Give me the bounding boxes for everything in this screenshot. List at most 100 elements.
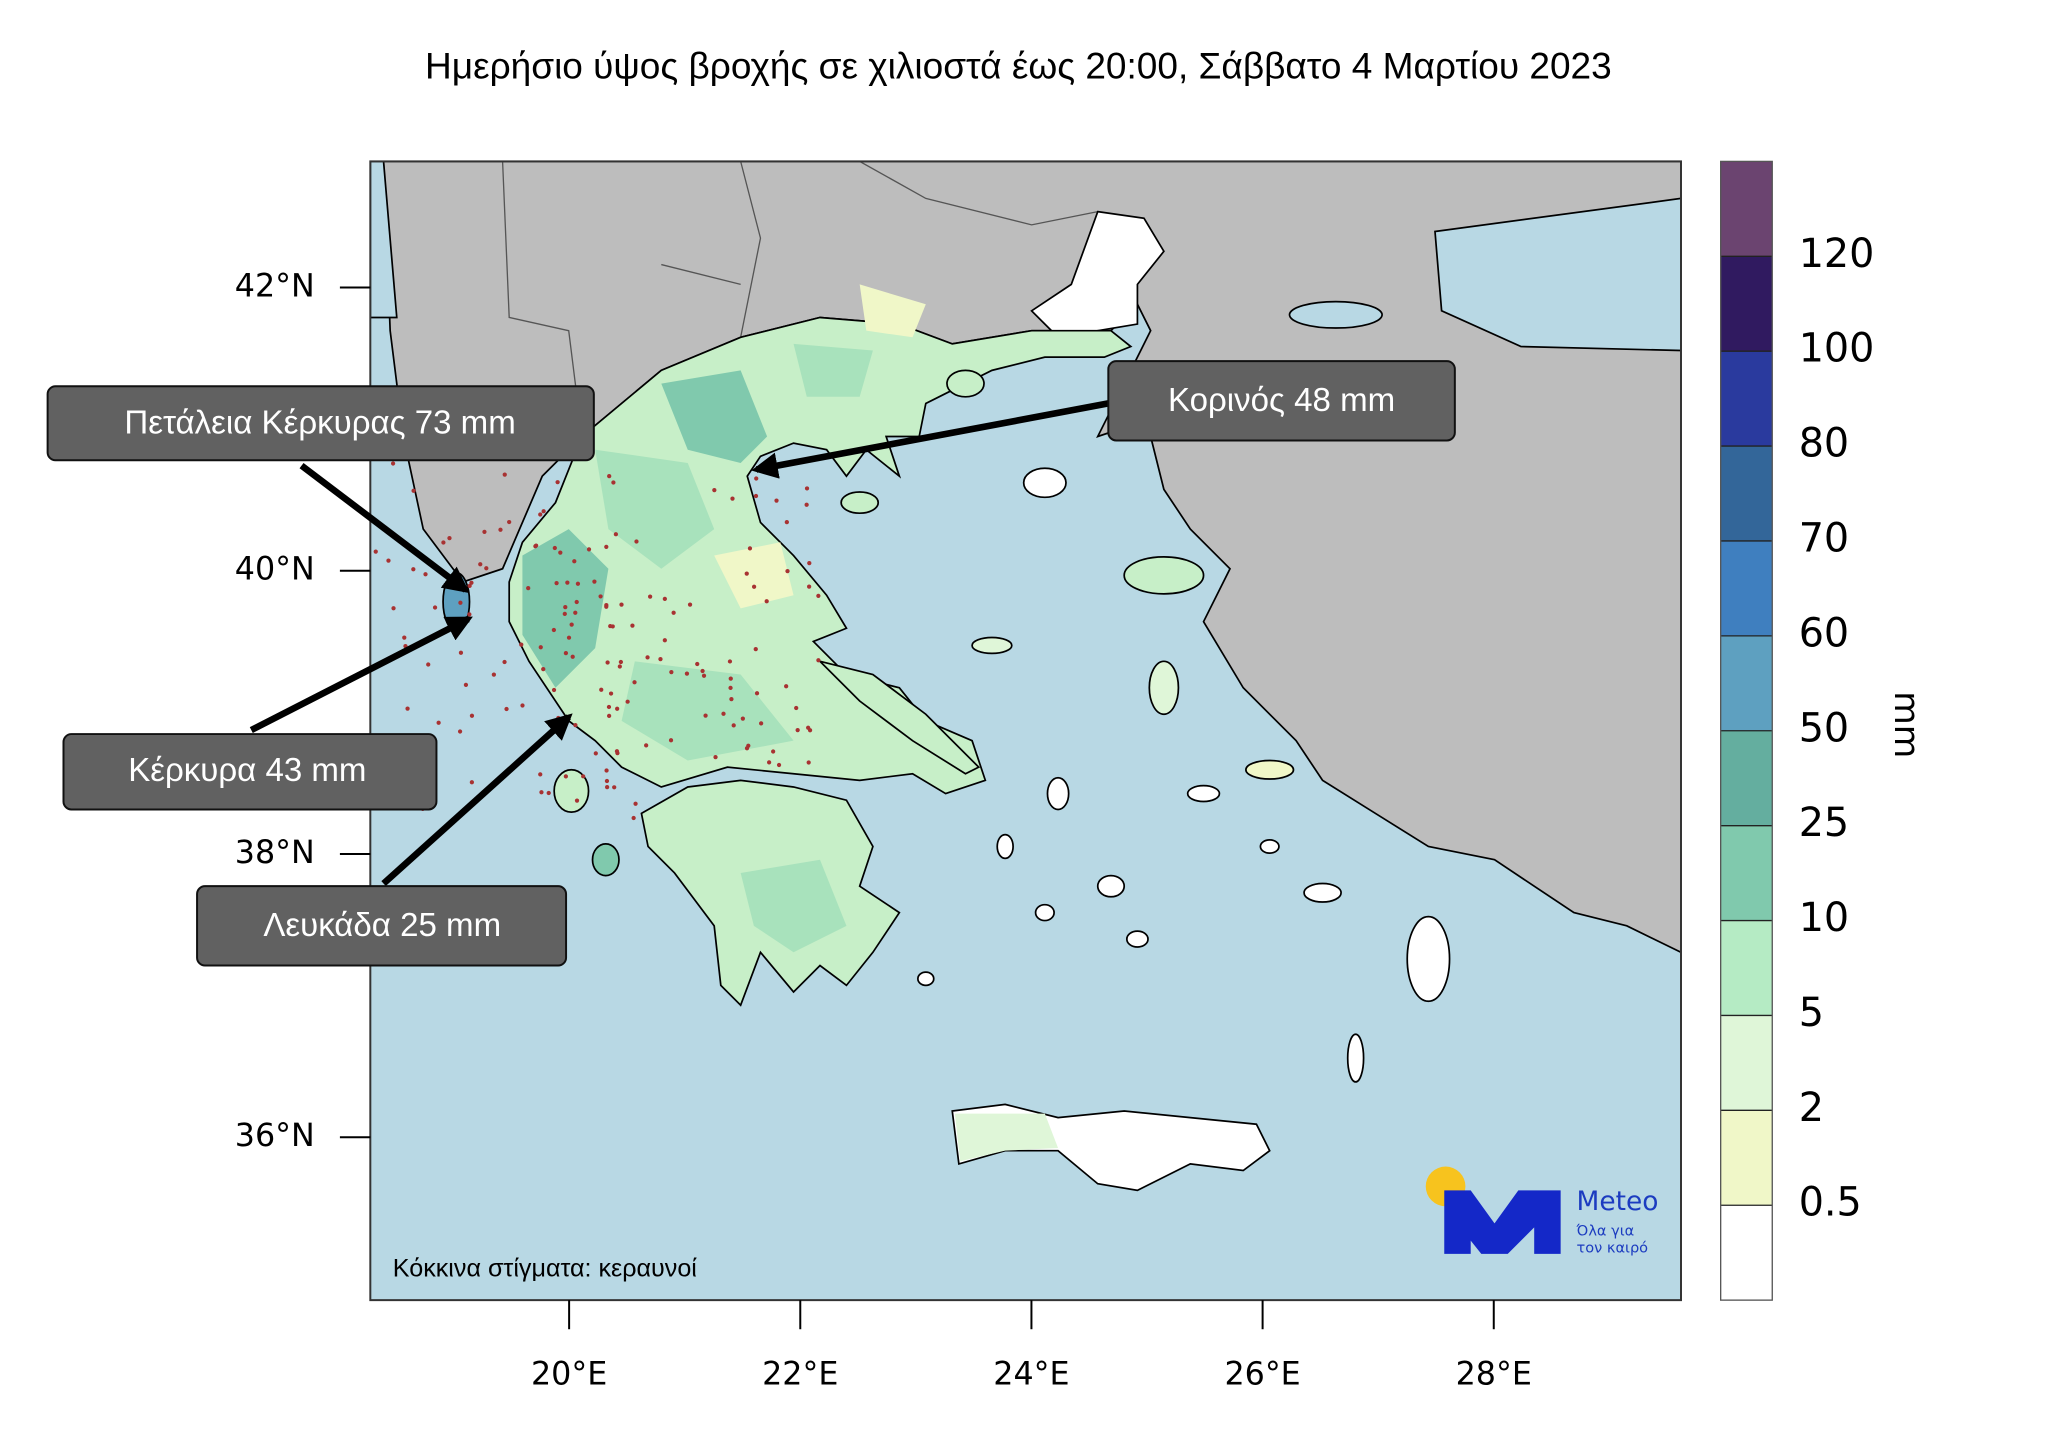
colorbar-bin <box>1720 1205 1773 1301</box>
lightning-dot <box>390 461 396 466</box>
lightning-dot <box>730 496 735 501</box>
lightning-dot <box>644 743 649 748</box>
callout-box <box>196 885 568 967</box>
lightning-dot <box>785 569 790 574</box>
colorbar-bin <box>1720 635 1773 731</box>
lightning-dot <box>648 594 653 599</box>
sea-patch <box>370 161 1681 352</box>
lightning-dot <box>634 539 639 544</box>
colorbar-tick-label: 120 <box>1799 231 1875 277</box>
lightning-dot <box>633 801 638 806</box>
lightning-dot <box>575 581 581 586</box>
lightning-dot <box>563 774 568 779</box>
y-tick-label: 36°N <box>235 1118 315 1154</box>
colorbar-tick-label: 0.5 <box>1799 1180 1862 1226</box>
colorbar-bin <box>1720 351 1773 447</box>
lightning-dot <box>687 602 693 607</box>
lightning-dot <box>391 606 396 611</box>
lightning-dot <box>504 706 509 712</box>
rain-patch <box>740 859 847 953</box>
lightning-dot <box>630 623 635 628</box>
lightning-dot <box>728 685 733 691</box>
lightning-dot <box>458 650 464 655</box>
lightning-dot <box>463 682 469 687</box>
rain-patch <box>522 370 768 688</box>
x-tick-label: 24°E <box>993 1357 1069 1393</box>
colorbar-tick-label: 60 <box>1799 610 1849 656</box>
lightning-dot <box>562 611 567 617</box>
lightning-dot <box>721 711 726 716</box>
colorbar-bin <box>1720 1110 1773 1206</box>
lightning-dot <box>784 519 789 525</box>
lightning-dot <box>541 509 546 514</box>
callout-text: Κορινός 48 mm <box>1168 382 1395 419</box>
lightning-dot <box>436 720 441 725</box>
lightning-dot <box>613 532 618 537</box>
lightning-dot <box>617 664 622 669</box>
lightning-dot <box>728 676 733 681</box>
lightning-dot <box>457 729 463 734</box>
lightning-dot <box>612 785 617 790</box>
map-title: Ημερήσιο ύψος βροχής σε χιλιοστά έως 20:… <box>425 45 1612 87</box>
lightning-dot <box>804 502 809 507</box>
lightning-dot <box>538 772 543 777</box>
lightning-dot <box>447 536 452 541</box>
axes: 20°E 22°E 24°E 26°E 28°E 42°N 40°N 38°N 36°N <box>235 268 1532 1392</box>
lightning-dot <box>611 480 616 485</box>
lightning-dot <box>662 596 667 602</box>
lightning-dot <box>432 605 438 610</box>
lightning-dot <box>467 583 472 588</box>
lightning-dot <box>774 498 779 503</box>
lightning-dot <box>411 567 416 572</box>
lightning-dot <box>478 562 483 567</box>
lightning-dot <box>592 579 597 584</box>
logo: Meteo Όλα για τον καιρό <box>1425 1166 1658 1257</box>
lightning-dot <box>669 670 674 675</box>
callouts: Πετάλεια Κέρκυρας 73 mm Κορινός 48 mm Κέ… <box>46 360 1456 967</box>
lightning-dot <box>581 774 586 779</box>
lightning-dot <box>684 671 690 676</box>
rain-patch <box>595 343 873 761</box>
lightning-dot <box>604 544 609 550</box>
colorbar-bin <box>1720 730 1773 826</box>
lightning-dot <box>551 687 557 693</box>
lightning-dot <box>795 728 800 733</box>
lightning-dot <box>563 605 568 610</box>
lightning-dot <box>771 749 776 754</box>
colorbar-tick-label: 100 <box>1799 326 1875 372</box>
colorbar-bin <box>1720 825 1773 921</box>
colorbar-tick-label: 70 <box>1799 515 1849 561</box>
lightning-dot <box>555 480 560 485</box>
lightning-dot <box>806 760 811 765</box>
lightning-dot <box>519 642 524 647</box>
lightning-dot <box>598 594 603 599</box>
lightning-dot <box>520 703 525 708</box>
lightning-dot <box>615 706 620 711</box>
lightning-dot <box>563 651 569 656</box>
map-frame <box>369 160 1682 1302</box>
colorbar-tick-label: 5 <box>1799 990 1824 1036</box>
lightning-dot <box>816 658 821 663</box>
lightning-dot <box>632 680 637 685</box>
lightning-dot <box>539 790 544 795</box>
lightning-dot <box>566 635 572 640</box>
callout-arrow <box>751 400 1109 479</box>
lightning-dot <box>604 768 609 773</box>
lightning-dot <box>484 566 489 571</box>
lightning-dot <box>606 704 612 710</box>
lightning-dot <box>794 705 799 711</box>
lightning-dot <box>605 660 610 665</box>
lightning-dot <box>700 668 705 674</box>
lightning-dot <box>572 559 577 564</box>
lightning-dot <box>565 580 570 585</box>
x-tick-label: 26°E <box>1224 1357 1300 1393</box>
lightning-dot <box>502 659 507 665</box>
lightning-dot <box>754 476 759 481</box>
lightning-dot <box>538 512 543 517</box>
lightning-dot <box>746 743 751 748</box>
lightning-dot <box>498 527 503 532</box>
lightning-dot <box>740 716 745 721</box>
callout-box <box>62 733 438 811</box>
lightning-dot <box>753 646 758 652</box>
